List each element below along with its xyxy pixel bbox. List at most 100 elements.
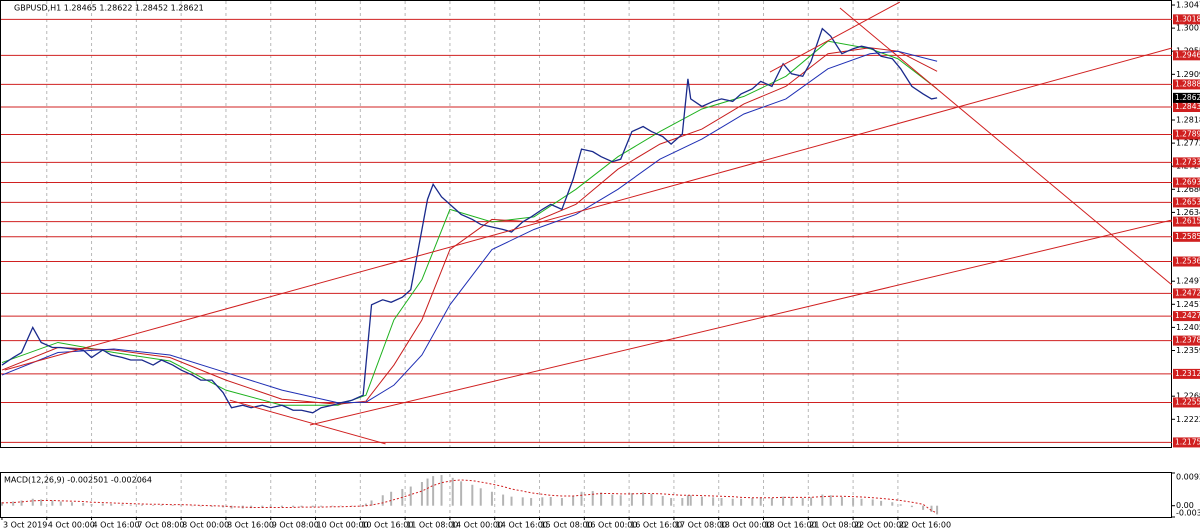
level-label: 1.24727 <box>1175 288 1200 297</box>
x-tick-label: 4 Oct 16:00 <box>93 521 140 530</box>
x-tick-label: 17 Oct 08:00 <box>675 521 727 530</box>
y-tick-label: 0.009392 <box>1176 473 1200 482</box>
histogram-bar <box>451 477 454 506</box>
level-label-box <box>1173 256 1200 267</box>
signal-line <box>1 479 938 514</box>
histogram-bar <box>740 498 743 506</box>
histogram-bar <box>611 494 614 506</box>
histogram-bar <box>541 497 544 506</box>
histogram-bar <box>801 498 804 506</box>
histogram-bar <box>689 495 692 506</box>
histogram-bar <box>810 497 813 506</box>
histogram-bar <box>891 502 894 506</box>
last-price-label: 1.28621 <box>1175 93 1200 102</box>
level-label-box <box>1173 79 1200 90</box>
trend-line <box>309 219 1173 426</box>
histogram-bar <box>140 504 143 506</box>
trend-line <box>229 399 386 445</box>
level-label-box <box>1173 311 1200 322</box>
histogram-bar <box>292 505 295 508</box>
histogram-bar <box>650 493 653 506</box>
histogram-bar <box>530 498 533 506</box>
level-label: 1.21759 <box>1175 437 1200 446</box>
histogram-bar <box>364 503 367 506</box>
histogram-bar <box>880 500 883 506</box>
histogram-bar <box>121 504 124 506</box>
level-label: 1.28439 <box>1175 102 1200 111</box>
level-label: 1.25362 <box>1175 257 1200 266</box>
histogram-bar <box>222 505 225 508</box>
histogram-bar <box>860 498 863 506</box>
x-tick-label: 8 Oct 16:00 <box>227 521 274 530</box>
histogram-bar <box>362 505 365 506</box>
macd-panel-frame <box>0 472 1172 518</box>
x-tick-label: 3 Oct 2019 <box>3 521 47 530</box>
histogram-bar <box>269 505 272 508</box>
last-price-box <box>1173 92 1200 103</box>
histogram-bar <box>40 499 43 506</box>
x-tick-label: 21 Oct 08:00 <box>809 521 861 530</box>
y-tick-label: 1.24050 <box>1176 323 1200 332</box>
histogram-bar <box>432 476 435 506</box>
histogram-bar <box>160 504 163 506</box>
histogram-bar <box>426 478 429 506</box>
histogram-bar <box>930 505 933 512</box>
y-tick-label: 1.30470 <box>1176 1 1200 10</box>
x-tick-label: 14 Oct 16:00 <box>496 521 548 530</box>
x-tick-label: 22 Oct 16:00 <box>899 521 951 530</box>
level-label-box <box>1173 397 1200 408</box>
histogram-bar <box>782 496 785 506</box>
histogram-bar <box>661 495 664 506</box>
x-tick-label: 16 Oct 16:00 <box>630 521 682 530</box>
histogram-bar <box>0 502 3 506</box>
histogram-bar <box>840 496 843 506</box>
histogram-bar <box>922 505 925 510</box>
x-tick-label: 11 Oct 08:00 <box>406 521 458 530</box>
level-label: 1.27336 <box>1175 157 1200 166</box>
histogram-bar <box>390 491 393 506</box>
histogram-bar <box>642 492 645 506</box>
trend-line <box>4 47 1173 371</box>
level-label-box <box>1173 197 1200 208</box>
histogram-bar <box>502 494 505 506</box>
level-label: 1.25854 <box>1175 232 1200 241</box>
histogram-bar <box>101 503 104 506</box>
y-tick-label: 0.00 <box>1176 501 1194 510</box>
trend-line <box>839 7 1173 286</box>
x-tick-label: 4 Oct 00:00 <box>48 521 95 530</box>
histogram-bar <box>731 498 734 506</box>
x-tick-label: 15 Oct 08:00 <box>541 521 593 530</box>
y-tick-label: 1.26340 <box>1176 208 1200 217</box>
histogram-bar <box>82 502 85 506</box>
histogram-bar <box>70 502 73 506</box>
histogram-bar <box>936 505 939 515</box>
histogram-bar <box>409 486 412 506</box>
histogram-bar <box>591 491 594 506</box>
x-tick-label: 16 Oct 00:00 <box>585 521 637 530</box>
histogram-bar <box>871 499 874 506</box>
x-tick-label: 7 Oct 08:00 <box>137 521 184 530</box>
histogram-bar <box>110 503 113 506</box>
trend-line <box>769 1 901 73</box>
histogram-bar <box>479 488 482 506</box>
histogram-bar <box>280 505 283 508</box>
x-tick-label: 14 Oct 00:00 <box>451 521 503 530</box>
y-tick-label: 1.27720 <box>1176 139 1200 148</box>
x-tick-label: 10 Oct 00:00 <box>317 521 369 530</box>
level-label-box <box>1173 231 1200 242</box>
level-label: 1.28889 <box>1175 79 1200 88</box>
histogram-bar <box>199 505 202 507</box>
histogram-bar <box>630 493 633 506</box>
histogram-bar <box>191 505 194 507</box>
data <box>0 1 1173 515</box>
histogram-bar <box>619 495 622 506</box>
x-tick-label: 8 Oct 00:00 <box>182 521 229 530</box>
histogram-bar <box>440 475 443 506</box>
histogram-bar <box>720 498 723 506</box>
histogram-bar <box>580 491 583 506</box>
y-tick-label: -0.003244 <box>1176 509 1200 518</box>
histogram-bar <box>460 481 463 506</box>
histogram-bar <box>20 500 23 506</box>
histogram-bar <box>770 498 773 506</box>
